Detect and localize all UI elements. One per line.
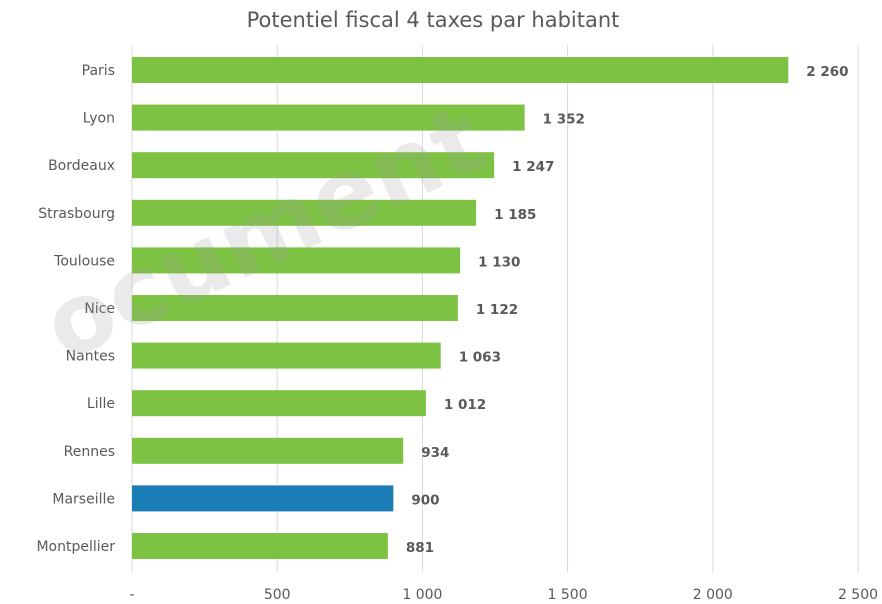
- bar: [132, 152, 495, 179]
- bar: [132, 104, 525, 131]
- data-label: 1 122: [476, 302, 518, 318]
- category-label: Toulouse: [53, 253, 115, 269]
- data-label: 881: [406, 540, 434, 556]
- bar: [132, 247, 461, 274]
- category-label: Montpellier: [36, 539, 115, 555]
- data-label: 1 185: [494, 207, 536, 223]
- data-label: 1 012: [444, 397, 486, 413]
- category-label: Nice: [84, 301, 115, 317]
- data-label: 2 260: [806, 64, 848, 80]
- chart-title: Potentiel fiscal 4 taxes par habitant: [247, 8, 620, 32]
- x-tick-label: 2 500: [838, 587, 878, 603]
- data-labels: 2 260 1 352 1 247 1 185 1 130 1 122 1 063 1 012…: [406, 64, 849, 556]
- category-label: Lyon: [83, 111, 115, 127]
- x-tick-label: -: [129, 587, 134, 603]
- x-axis-ticks: - 500 1 000 1 500 2 000 2 500: [129, 587, 878, 603]
- x-tick-label: 2 000: [693, 587, 733, 603]
- category-label: Lille: [87, 396, 115, 412]
- bar: [132, 57, 789, 83]
- category-label: Nantes: [66, 349, 115, 365]
- category-label: Paris: [82, 63, 115, 79]
- bar: [132, 295, 458, 321]
- category-label: Strasbourg: [38, 206, 115, 222]
- data-label: 1 063: [459, 350, 501, 366]
- bar: [132, 390, 426, 417]
- data-label: 1 130: [478, 254, 520, 270]
- category-label: Bordeaux: [48, 158, 115, 174]
- category-label: Rennes: [64, 444, 115, 460]
- bar: [132, 533, 388, 559]
- bar: [132, 199, 477, 226]
- category-labels: Paris Lyon Bordeaux Strasbourg Toulouse Nice N…: [36, 63, 115, 555]
- data-label: 1 352: [543, 112, 585, 128]
- bar: [132, 437, 404, 464]
- bar: [132, 485, 394, 512]
- category-label: Marseille: [52, 491, 115, 507]
- data-label: 900: [411, 492, 439, 508]
- data-label: 934: [421, 445, 449, 461]
- bar: [132, 342, 441, 369]
- x-tick-label: 1 000: [402, 587, 442, 603]
- x-tick-label: 500: [264, 587, 291, 603]
- bars: [132, 57, 789, 559]
- data-label: 1 247: [512, 159, 554, 175]
- x-tick-label: 1 500: [548, 587, 588, 603]
